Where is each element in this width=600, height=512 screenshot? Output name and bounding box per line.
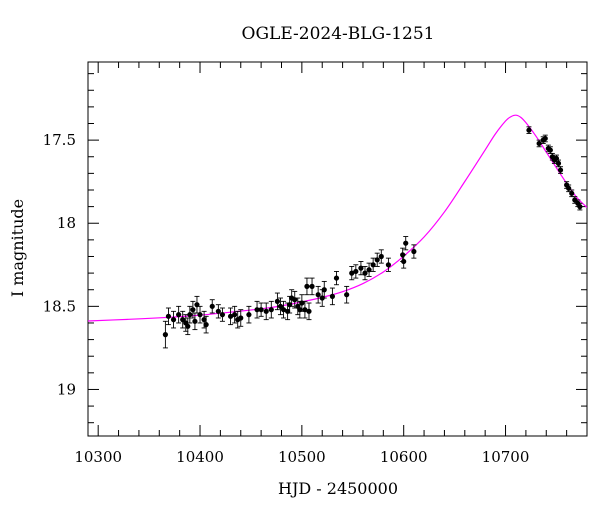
data-point bbox=[572, 197, 578, 203]
data-point bbox=[302, 307, 308, 313]
data-point bbox=[238, 315, 244, 321]
data-point bbox=[385, 262, 392, 268]
data-point bbox=[246, 312, 252, 318]
data-point bbox=[263, 308, 269, 314]
data-point bbox=[401, 258, 407, 265]
data-point bbox=[411, 248, 417, 255]
data-point bbox=[219, 312, 226, 318]
data-point bbox=[306, 308, 312, 314]
model-curve bbox=[88, 114, 587, 322]
data-point bbox=[258, 307, 264, 313]
data-point bbox=[227, 313, 234, 319]
data-point bbox=[192, 318, 198, 324]
data-point bbox=[304, 283, 310, 289]
data-point bbox=[344, 292, 350, 298]
data-point bbox=[321, 287, 327, 293]
data-point bbox=[268, 307, 274, 313]
data-point bbox=[185, 323, 191, 329]
data-point bbox=[315, 292, 321, 298]
data-point bbox=[165, 313, 172, 319]
y-tick-label: 18.5 bbox=[43, 297, 76, 315]
plot-content bbox=[88, 114, 587, 349]
data-point bbox=[333, 275, 340, 281]
y-tick-label: 17.5 bbox=[43, 131, 76, 149]
data-point bbox=[358, 265, 364, 271]
data-point bbox=[187, 312, 193, 318]
y-axis-label: I magnitude bbox=[8, 199, 27, 297]
data-point bbox=[197, 312, 203, 318]
y-tick-label: 18 bbox=[57, 214, 76, 232]
data-point bbox=[215, 308, 221, 314]
x-tick-label: 10300 bbox=[74, 448, 122, 466]
data-point bbox=[542, 135, 548, 142]
data-point bbox=[557, 167, 564, 173]
data-point bbox=[569, 190, 575, 196]
data-point bbox=[362, 270, 368, 276]
x-tick-label: 10600 bbox=[380, 448, 428, 466]
data-point bbox=[180, 317, 186, 323]
plot-area: 10300 10400 10500 10600 10700 17.5 18 18.5 19 bbox=[43, 61, 588, 466]
x-tick-label: 10500 bbox=[278, 448, 326, 466]
data-point bbox=[329, 293, 336, 299]
data-point bbox=[577, 204, 583, 210]
x-axis-label: HJD - 2450000 bbox=[278, 479, 398, 498]
data-point bbox=[378, 253, 384, 260]
x-tick-label: 10700 bbox=[482, 448, 530, 466]
data-point bbox=[536, 140, 542, 147]
data-point bbox=[403, 240, 409, 246]
data-point bbox=[232, 312, 238, 318]
data-point bbox=[254, 307, 260, 313]
data-point bbox=[277, 303, 284, 309]
data-point bbox=[526, 127, 532, 133]
data-point bbox=[280, 307, 287, 313]
x-tick-label: 10400 bbox=[176, 448, 224, 466]
data-point bbox=[374, 257, 380, 263]
data-point bbox=[274, 298, 281, 304]
data-point bbox=[201, 317, 207, 323]
y-tick-label: 19 bbox=[57, 380, 76, 398]
data-point bbox=[162, 332, 168, 338]
plot-frame bbox=[87, 61, 588, 437]
data-point bbox=[370, 262, 376, 268]
chart-title: OGLE-2024-BLG-1251 bbox=[242, 24, 435, 44]
data-point bbox=[555, 160, 562, 166]
data-point bbox=[190, 307, 196, 313]
data-point bbox=[349, 270, 355, 276]
data-point bbox=[170, 317, 177, 323]
data-point bbox=[209, 303, 215, 309]
data-point bbox=[547, 147, 553, 153]
data-point bbox=[203, 322, 209, 328]
data-point bbox=[309, 283, 315, 289]
data-point bbox=[353, 268, 359, 275]
data-point bbox=[366, 267, 372, 273]
data-point bbox=[176, 312, 182, 318]
